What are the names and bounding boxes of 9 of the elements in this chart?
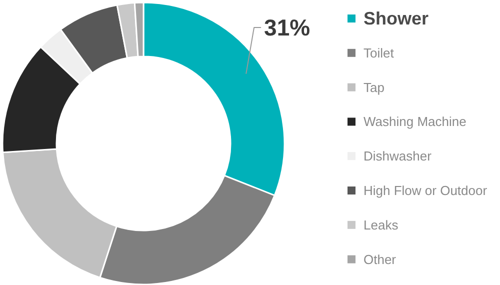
legend-label: Dishwasher <box>364 148 432 164</box>
legend-label: High Flow or Outdoor <box>364 183 488 198</box>
legend-label: Shower <box>364 8 429 28</box>
legend-label: Other <box>364 252 397 267</box>
legend-label: Tap <box>364 80 384 95</box>
legend-label: Washing Machine <box>364 114 466 130</box>
legend-label: Leaks <box>364 217 399 232</box>
data-label: 31% <box>264 14 310 40</box>
legend-label: Toilet <box>364 45 394 60</box>
